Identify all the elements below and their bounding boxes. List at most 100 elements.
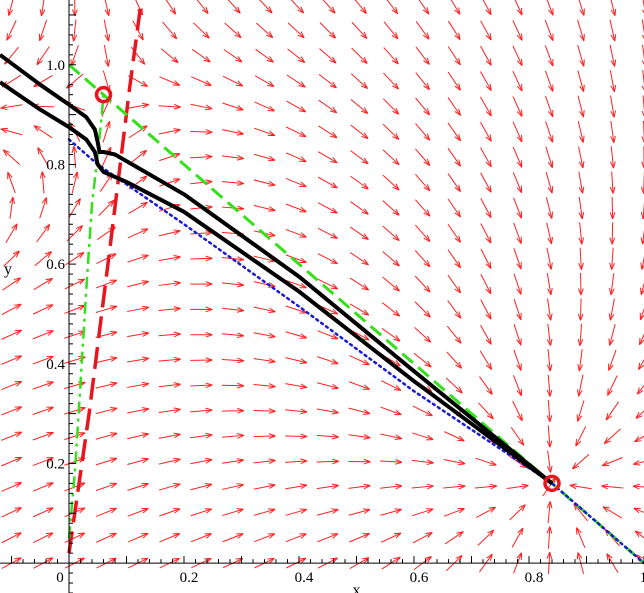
field-arrow bbox=[95, 356, 118, 364]
field-arrow bbox=[546, 349, 553, 372]
field-arrow bbox=[286, 74, 306, 88]
field-arrow bbox=[253, 483, 276, 490]
field-arrow bbox=[98, 199, 115, 217]
field-arrow bbox=[223, 49, 243, 63]
field-arrow bbox=[632, 483, 644, 490]
field-arrow bbox=[318, 125, 338, 139]
field-arrow bbox=[577, 45, 585, 67]
field-arrow bbox=[601, 483, 624, 490]
field-arrow bbox=[190, 281, 213, 287]
field-arrow bbox=[224, 22, 242, 39]
field-arrow bbox=[350, 175, 369, 190]
field-arrow bbox=[127, 305, 150, 313]
field-arrow bbox=[221, 407, 245, 414]
field-arrow bbox=[480, 71, 492, 92]
field-arrow bbox=[158, 331, 181, 338]
field-arrow bbox=[411, 459, 434, 466]
field-arrow bbox=[254, 75, 275, 88]
field-arrow bbox=[577, 273, 584, 296]
field-arrow bbox=[127, 356, 150, 363]
field-arrow bbox=[158, 255, 181, 262]
y-tick-label: 0.4 bbox=[46, 357, 65, 373]
field-arrow bbox=[32, 381, 54, 390]
field-arrow bbox=[285, 254, 307, 263]
field-arrow bbox=[317, 356, 339, 365]
field-arrow bbox=[158, 103, 181, 110]
field-arrow bbox=[386, 0, 399, 15]
field-arrow bbox=[349, 532, 370, 543]
field-arrow bbox=[36, 46, 50, 66]
x-tick-label: 0.6 bbox=[410, 570, 429, 586]
field-arrow bbox=[127, 331, 150, 338]
field-arrow bbox=[544, 45, 554, 67]
field-arrow bbox=[354, 0, 367, 14]
field-arrow bbox=[285, 331, 307, 339]
field-arrow bbox=[158, 128, 181, 135]
field-arrow bbox=[6, 20, 17, 41]
field-arrow bbox=[1, 329, 22, 340]
field-arrow bbox=[1, 532, 22, 544]
x-tick-label: 0.8 bbox=[525, 570, 544, 586]
field-arrow bbox=[33, 125, 53, 139]
field-arrow bbox=[158, 280, 181, 287]
curve-solid-4 bbox=[0, 53, 554, 485]
field-arrow bbox=[639, 307, 644, 321]
field-arrow bbox=[546, 323, 553, 346]
field-arrow bbox=[546, 526, 553, 549]
field-arrow bbox=[349, 277, 370, 291]
axis-labels: 0 0.2 0.4 0.6 0.8 1.0 0.2 0.4 0.6 0.8 1.0 x y bbox=[4, 58, 644, 593]
field-arrow bbox=[66, 225, 83, 242]
field-arrow bbox=[512, 146, 523, 168]
field-arrow bbox=[190, 255, 213, 262]
field-arrow bbox=[447, 20, 461, 41]
field-arrow bbox=[474, 483, 498, 490]
field-arrow bbox=[158, 457, 181, 465]
field-arrow bbox=[415, 173, 431, 192]
field-arrow bbox=[482, 0, 492, 16]
field-arrow bbox=[103, 19, 111, 42]
x-tick-label: 1.0 bbox=[640, 570, 644, 586]
field-arrow bbox=[285, 433, 308, 440]
field-arrow bbox=[221, 154, 245, 161]
field-arrow bbox=[36, 224, 51, 243]
field-arrow bbox=[127, 280, 149, 288]
field-arrow bbox=[7, 171, 16, 194]
field-arrow bbox=[7, 0, 14, 16]
field-arrow bbox=[317, 176, 338, 189]
field-arrow bbox=[221, 307, 245, 313]
field-arrow bbox=[221, 458, 244, 464]
field-arrow bbox=[348, 381, 371, 390]
field-arrow bbox=[32, 482, 54, 492]
field-arrow bbox=[447, 274, 462, 294]
field-arrow bbox=[317, 253, 338, 265]
field-arrow bbox=[512, 70, 523, 92]
field-arrow bbox=[609, 70, 617, 93]
field-arrow bbox=[253, 408, 276, 414]
field-arrow bbox=[510, 426, 525, 446]
field-arrow bbox=[383, 72, 400, 90]
field-arrow bbox=[95, 406, 118, 415]
field-arrow bbox=[316, 408, 339, 415]
field-arrow bbox=[445, 377, 463, 394]
field-arrow bbox=[253, 508, 276, 516]
field-arrow bbox=[640, 229, 644, 245]
field-arrow bbox=[575, 426, 587, 447]
field-arrow bbox=[379, 459, 403, 465]
field-arrow bbox=[447, 300, 462, 319]
field-arrow bbox=[34, 251, 52, 267]
field-arrow bbox=[380, 406, 402, 416]
field-arrow bbox=[65, 252, 85, 266]
field-arrow bbox=[447, 223, 461, 243]
field-arrow bbox=[158, 382, 181, 388]
field-arrow bbox=[162, 21, 178, 40]
field-arrow bbox=[446, 351, 463, 369]
field-arrow bbox=[190, 129, 213, 135]
field-arrow bbox=[316, 382, 339, 390]
field-arrow bbox=[70, 45, 79, 67]
field-arrow bbox=[350, 99, 369, 114]
field-arrow bbox=[348, 458, 371, 465]
field-arrow bbox=[382, 276, 400, 292]
field-arrow bbox=[159, 533, 181, 543]
field-arrow bbox=[480, 96, 492, 117]
